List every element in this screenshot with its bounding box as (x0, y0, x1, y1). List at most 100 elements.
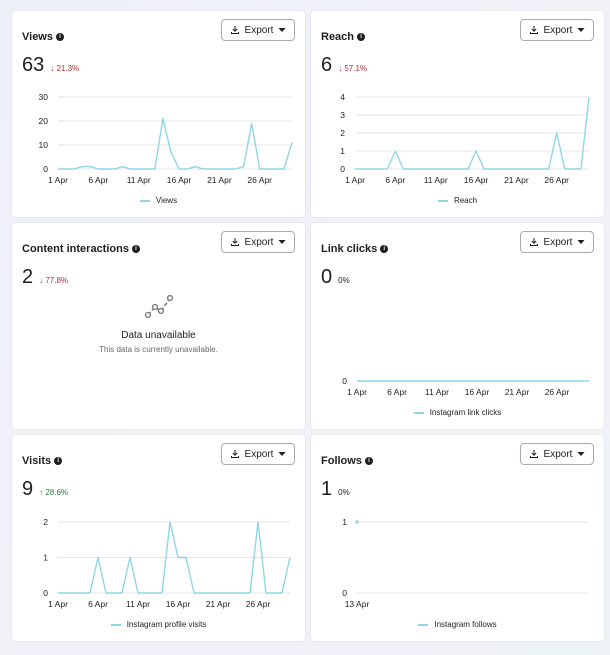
card-title: Visits i (22, 455, 63, 467)
legend-label: Views (155, 196, 178, 205)
metric: 63 ↓ 21.3% (22, 55, 79, 75)
legend[interactable]: Views (12, 196, 305, 205)
unavailable-subtitle: This data is currently unavailable. (99, 345, 218, 354)
y-tick-label: 20 (39, 116, 49, 126)
info-icon[interactable]: i (56, 33, 64, 41)
content-interactions-card: Content interactions i Export 2 ↓ 77.8% … (12, 223, 305, 429)
x-tick-label: 16 Apr (167, 175, 192, 185)
x-tick-label: 1 Apr (345, 175, 365, 185)
metric: 0 0% (321, 267, 350, 287)
x-tick-label: 6 Apr (385, 175, 405, 185)
follows-chart: 0 1 13 Apr (342, 517, 589, 609)
legend-label: Instagram follows (434, 620, 497, 629)
legend-label: Reach (453, 196, 478, 205)
export-button[interactable]: Export (520, 443, 594, 465)
delta-value: 28.6% (45, 488, 69, 497)
legend[interactable]: Reach (311, 196, 604, 205)
metric: 9 ↑ 28.6% (22, 479, 68, 499)
x-tick-label: 11 Apr (425, 387, 449, 397)
caret-down-icon (577, 452, 585, 456)
link-clicks-value: 0 (321, 266, 333, 288)
broken-chart-icon (144, 294, 173, 319)
x-tick-label: 6 Apr (88, 175, 108, 185)
follows-value: 1 (321, 478, 333, 500)
info-icon[interactable]: i (357, 33, 366, 41)
card-title: Link clicks i (321, 243, 389, 255)
series-line[interactable] (355, 96, 590, 170)
x-tick-label: 16 Apr (166, 599, 191, 609)
export-button[interactable]: Export (221, 19, 295, 41)
info-icon[interactable]: i (364, 457, 373, 465)
reach-title: Reach (321, 31, 355, 43)
delta-value: 0% (338, 488, 350, 497)
reach-value: 6 (321, 54, 333, 76)
download-icon (230, 450, 239, 458)
y-tick-label: 1 (342, 517, 347, 527)
export-button[interactable]: Export (520, 231, 594, 253)
visits-title: Visits (22, 455, 52, 467)
views-chart: 0 10 20 30 1 Apr 6 Apr 11 Apr 16 Apr 21 Apr 26 Ap… (39, 92, 293, 185)
export-label: Export (244, 448, 274, 460)
x-tick-label: 21 Apr (207, 175, 232, 185)
caret-down-icon (278, 240, 286, 244)
y-tick-label: 0 (342, 588, 347, 598)
legend-swatch (413, 411, 424, 414)
export-button[interactable]: Export (221, 443, 295, 465)
x-tick-label: 1 Apr (48, 599, 68, 609)
x-tick-label: 21 Apr (504, 175, 529, 185)
y-tick-label: 4 (340, 92, 345, 102)
info-icon[interactable]: i (131, 245, 140, 253)
x-tick-label: 21 Apr (206, 599, 231, 609)
data-point[interactable] (355, 520, 359, 524)
y-tick-label: 1 (340, 146, 345, 156)
x-tick-label: 16 Apr (465, 387, 490, 397)
series-line[interactable] (58, 117, 293, 170)
info-icon[interactable]: i (54, 457, 63, 465)
x-tick-label: 11 Apr (424, 175, 448, 185)
legend-swatch (110, 623, 121, 626)
delta-value: 77.8% (45, 276, 69, 285)
legend[interactable]: Instagram profile visits (12, 620, 305, 629)
x-tick-label: 26 Apr (247, 175, 272, 185)
views-card: Views i Export 63 ↓ 21.3% 0 10 20 30 1 Apr 6 … (12, 11, 305, 217)
export-label: Export (244, 236, 274, 248)
visits-value: 9 (22, 478, 34, 500)
legend-swatch (418, 623, 429, 626)
views-title: Views (22, 31, 53, 43)
download-icon (529, 450, 538, 458)
legend[interactable]: Instagram link clicks (311, 408, 604, 417)
y-tick-label: 2 (43, 517, 48, 527)
metric: 1 0% (321, 479, 350, 499)
x-tick-label: 6 Apr (387, 387, 407, 397)
follows-title: Follows (321, 455, 362, 467)
export-button[interactable]: Export (221, 231, 295, 253)
download-icon (230, 238, 239, 246)
y-tick-label: 10 (39, 140, 49, 150)
x-tick-label: 11 Apr (127, 175, 151, 185)
download-icon (529, 26, 538, 34)
y-tick-label: 1 (43, 553, 48, 563)
card-title: Content interactions i (22, 243, 140, 255)
follows-card: Follows i Export 1 0% 0 1 13 Apr Instagram… (311, 435, 604, 641)
x-tick-label: 1 Apr (48, 175, 68, 185)
legend[interactable]: Instagram follows (311, 620, 604, 629)
series-line[interactable] (58, 521, 291, 594)
delta-value: 21.3% (56, 64, 80, 73)
card-title: Reach i (321, 31, 366, 43)
export-label: Export (543, 24, 573, 36)
export-label: Export (543, 448, 573, 460)
y-tick-label: 30 (39, 92, 49, 102)
legend-swatch (139, 199, 150, 202)
metric: 6 ↓ 57.1% (321, 55, 367, 75)
reach-chart: 0 1 2 3 4 1 Apr 6 Apr 11 Apr 16 Apr 21 Apr 26 Apr (340, 92, 590, 185)
info-icon[interactable]: i (380, 245, 389, 253)
export-button[interactable]: Export (520, 19, 594, 41)
caret-down-icon (278, 452, 286, 456)
card-title: Views i (22, 31, 64, 43)
caret-down-icon (577, 28, 585, 32)
y-tick-label: 0 (342, 376, 347, 386)
y-tick-label: 0 (43, 164, 48, 174)
